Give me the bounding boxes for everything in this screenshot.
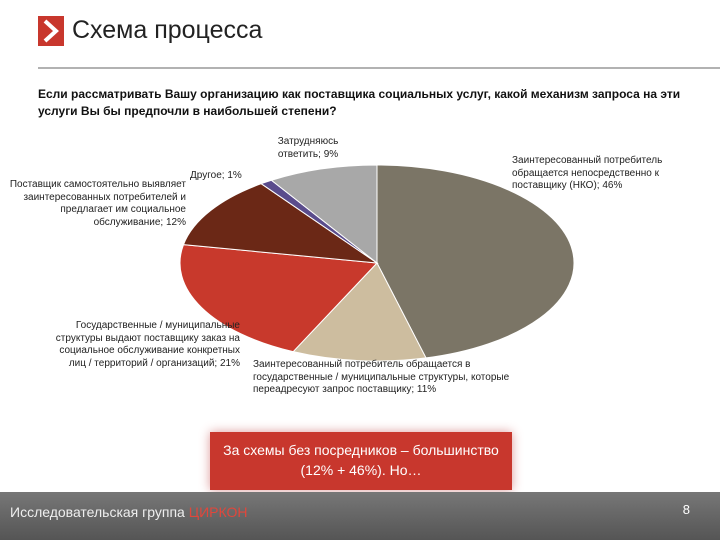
brand: ЦИРКОН bbox=[188, 504, 248, 520]
pie bbox=[179, 164, 575, 362]
question: Если рассматривать Вашу организацию как … bbox=[38, 87, 681, 118]
title: Схема процесса bbox=[72, 16, 263, 44]
org: Исследовательская группа ЦИРКОН bbox=[10, 504, 248, 520]
slice-label: Государственные / муниципальные структур… bbox=[55, 320, 240, 369]
footer: Исследовательская группа ЦИРКОН 8 bbox=[0, 492, 720, 540]
slice-label: Заинтересованный потребитель обращается … bbox=[253, 359, 510, 395]
icon bbox=[38, 16, 64, 46]
page-number: 8 bbox=[682, 502, 690, 517]
slice bbox=[292, 262, 427, 362]
slice bbox=[376, 164, 575, 359]
slice-label: Заинтересованный потребитель обращается … bbox=[512, 155, 663, 191]
slice bbox=[270, 164, 378, 265]
slice bbox=[179, 244, 379, 353]
slice-label: Другое; 1% bbox=[190, 170, 242, 181]
slice bbox=[182, 183, 379, 264]
callout: За схемы без посредников – большинство (… bbox=[210, 432, 512, 490]
slice-label: Поставщик самостоятельно выявляет заинте… bbox=[9, 179, 186, 228]
slice-label: Затрудняюсь ответить; 9% bbox=[277, 136, 339, 160]
chevron bbox=[43, 19, 59, 43]
org-name: Исследовательская группа bbox=[10, 504, 185, 520]
